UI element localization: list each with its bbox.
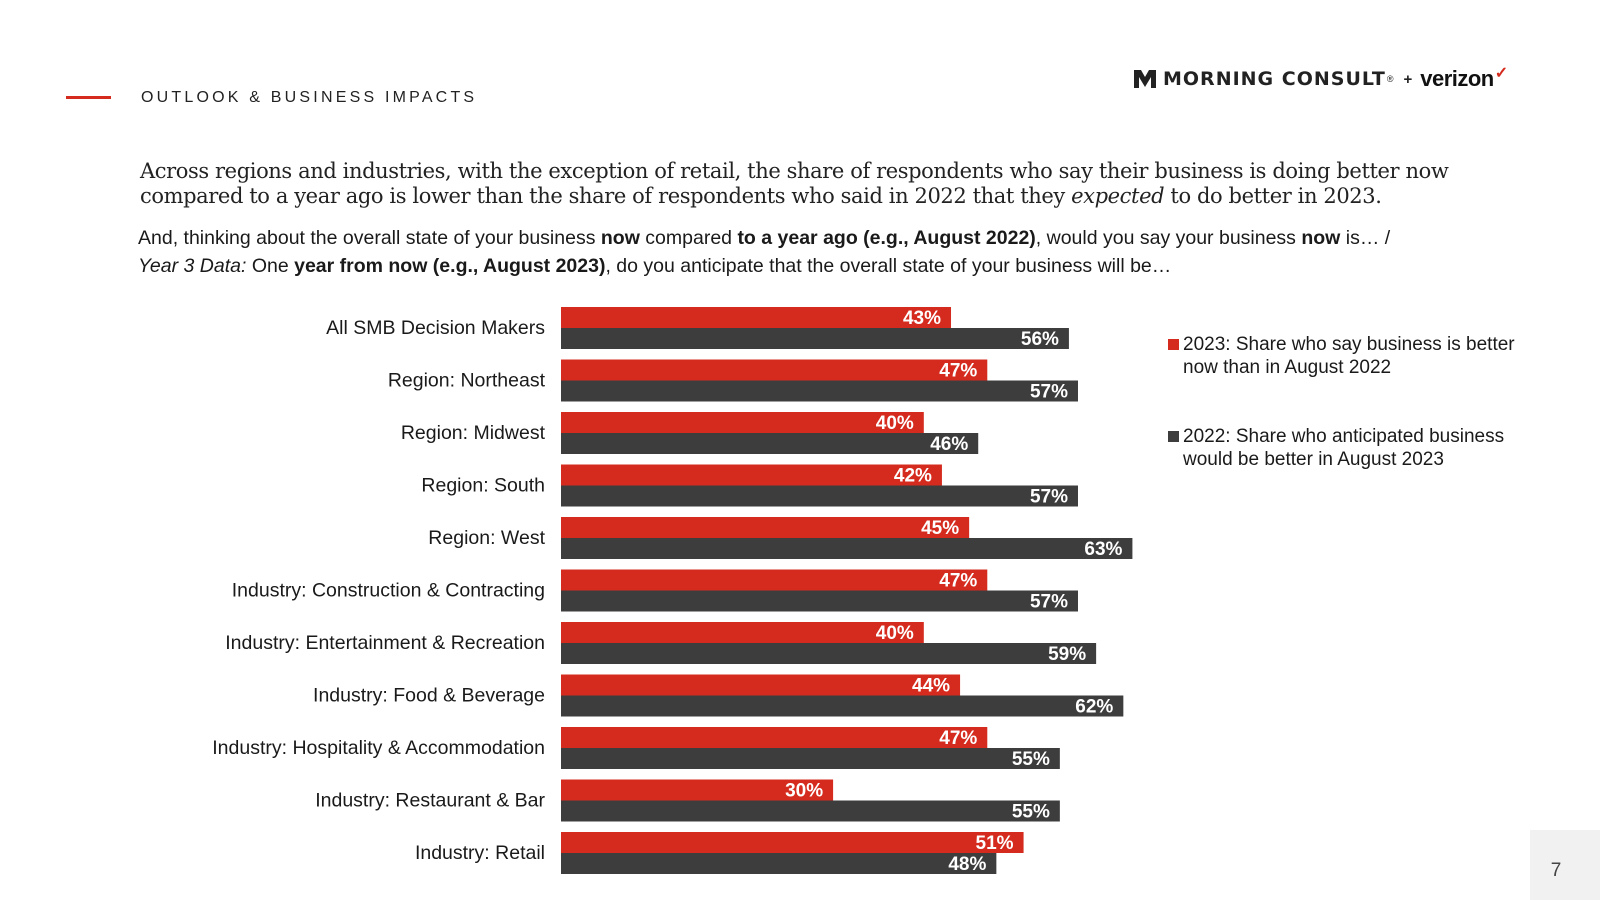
bar-2023 [561, 359, 988, 381]
bar-2022 [561, 590, 1078, 612]
brand-lockup: MORNING CONSULT ® + verizon ✓ [1133, 65, 1509, 92]
bar-2023 [561, 622, 924, 643]
bar-2023 [561, 569, 988, 591]
data-label: 42% [894, 466, 932, 487]
headline: Across regions and industries, with the … [140, 159, 1470, 209]
question-text: compared [639, 227, 738, 249]
data-label: 30% [785, 781, 823, 802]
bar-2023 [561, 727, 988, 748]
bar-2022 [561, 643, 1097, 664]
brand-plus: + [1403, 70, 1413, 88]
data-label: 47% [939, 571, 977, 592]
bar-2022 [561, 800, 1060, 822]
data-label: 63% [1084, 539, 1122, 560]
section-title: OUTLOOK & BUSINESS IMPACTS [141, 89, 478, 106]
category-label: Industry: Food & Beverage [313, 685, 545, 707]
bar-2022 [561, 328, 1069, 349]
bar-2022 [561, 748, 1060, 769]
question-bold: now [1301, 227, 1341, 249]
data-label: 57% [1030, 382, 1068, 403]
bar-2022 [561, 433, 979, 454]
legend-label-2022: 2022: Share who anticipated business wou… [1183, 426, 1505, 470]
registered-mark: ® [1386, 74, 1394, 84]
headline-emphasis: expected [1071, 184, 1165, 208]
data-label: 46% [930, 434, 968, 455]
page-number-box: 7 [1530, 830, 1600, 900]
data-label: 47% [939, 361, 977, 382]
bar-2022 [561, 538, 1133, 559]
data-label: 48% [948, 854, 986, 875]
question-italic: Year 3 Data: [138, 255, 247, 277]
bar-2022 [561, 485, 1078, 507]
category-label: Industry: Restaurant & Bar [315, 790, 545, 812]
data-label: 56% [1021, 329, 1059, 350]
bar-2023 [561, 517, 970, 538]
data-label: 40% [876, 623, 914, 644]
bar-2023 [561, 674, 961, 696]
section-accent-line [66, 96, 111, 99]
bar-2022 [561, 695, 1124, 717]
bar-2023 [561, 412, 924, 433]
data-label: 55% [1012, 802, 1050, 823]
legend-label-2023: 2023: Share who say business is better n… [1183, 334, 1515, 378]
data-label: 40% [876, 413, 914, 434]
category-label: Industry: Entertainment & Recreation [225, 632, 545, 654]
question-text: is… / [1340, 227, 1391, 249]
bar-2023 [561, 779, 834, 801]
data-label: 47% [939, 728, 977, 749]
category-label: Industry: Construction & Contracting [232, 580, 545, 602]
data-label: 62% [1075, 697, 1113, 718]
survey-question: And, thinking about the overall state of… [138, 224, 1458, 280]
category-label: All SMB Decision Makers [326, 317, 545, 339]
data-label: 59% [1048, 644, 1086, 665]
question-bold: to a year ago (e.g., August 2022) [737, 227, 1036, 249]
bar-2022 [561, 380, 1078, 402]
category-label: Industry: Retail [415, 842, 545, 864]
legend-swatch-2022 [1168, 431, 1179, 442]
morning-consult-logo-icon [1134, 70, 1156, 88]
question-text: And, thinking about the overall state of… [138, 227, 601, 249]
legend-item-2023: 2023: Share who say business is better n… [1168, 333, 1553, 379]
data-label: 45% [921, 518, 959, 539]
category-label: Region: West [428, 527, 545, 549]
legend-item-2022: 2022: Share who anticipated business wou… [1168, 425, 1553, 471]
data-label: 44% [912, 676, 950, 697]
verizon-logo: verizon [1420, 66, 1494, 91]
data-label: 51% [976, 833, 1014, 854]
headline-text-end: to do better in 2023. [1164, 184, 1382, 208]
legend-swatch-2023 [1168, 339, 1179, 350]
data-label: 55% [1012, 749, 1050, 770]
data-label: 43% [903, 308, 941, 329]
data-label: 57% [1030, 592, 1068, 613]
data-label: 57% [1030, 487, 1068, 508]
check-icon: ✓ [1494, 65, 1509, 82]
bar-2023 [561, 464, 942, 486]
category-label: Region: South [421, 475, 545, 497]
question-text: , would you say your business [1035, 227, 1302, 249]
page-number: 7 [1550, 860, 1562, 881]
headline-text: Across regions and industries, with the … [140, 159, 1449, 208]
bar-2023 [561, 832, 1024, 853]
question-text: One [246, 255, 295, 277]
question-bold: now [600, 227, 640, 249]
bar-2022 [561, 853, 997, 874]
question-bold: year from now (e.g., August 2023) [294, 255, 606, 277]
question-text: , do you anticipate that the overall sta… [605, 255, 1172, 277]
category-label: Industry: Hospitality & Accommodation [212, 737, 545, 759]
category-label: Region: Northeast [388, 370, 546, 392]
brand-name: MORNING CONSULT [1163, 68, 1386, 90]
category-label: Region: Midwest [401, 422, 546, 444]
bar-2023 [561, 307, 952, 328]
